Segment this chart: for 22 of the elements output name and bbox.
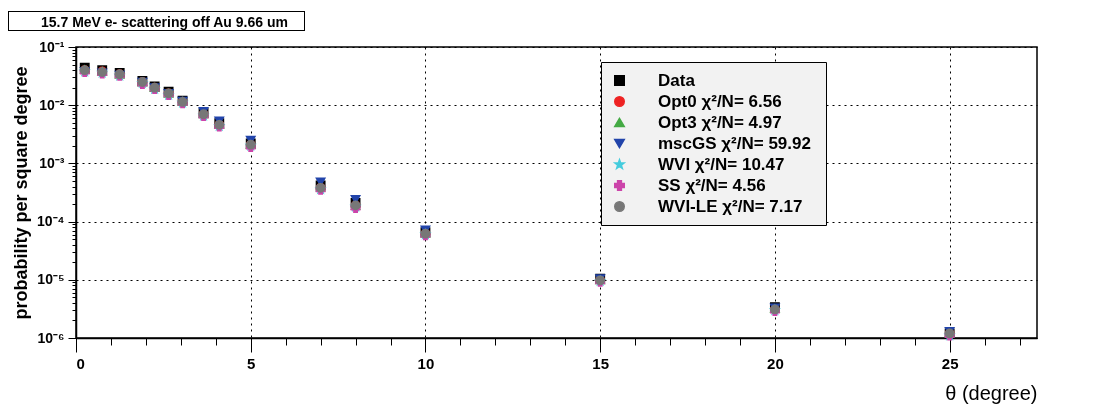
x-tick-label: 20 xyxy=(767,354,784,372)
y-tick-label: 10⁻⁶ xyxy=(37,329,65,346)
x-tick-label: 25 xyxy=(941,354,959,372)
y-tick-label: 10⁻² xyxy=(39,96,65,113)
y-tick-label: 10⁻⁵ xyxy=(37,271,65,288)
legend-label: WVI χ²/N= 10.47 xyxy=(658,154,785,174)
legend-label: Opt3 χ²/N= 4.97 xyxy=(658,112,782,132)
y-axis-title: probability per square degree xyxy=(11,66,31,320)
legend-label: WVI-LE χ²/N= 7.17 xyxy=(658,196,803,216)
x-tick-label: 0 xyxy=(76,354,85,372)
y-tick-label: 10⁻¹ xyxy=(39,38,65,55)
y-tick-label: 10⁻⁴ xyxy=(37,213,65,230)
chart-title: 15.7 MeV e- scattering off Au 9.66 um xyxy=(8,11,305,31)
legend-label: SS χ²/N= 4.56 xyxy=(658,175,766,195)
x-tick-label: 10 xyxy=(417,354,435,372)
legend-label: mscGS χ²/N= 59.92 xyxy=(658,133,811,153)
x-axis-title: θ (degree) xyxy=(945,381,1038,404)
legend-label: Opt0 χ²/N= 6.56 xyxy=(658,91,782,111)
x-tick-label: 15 xyxy=(592,354,610,372)
x-tick-label: 5 xyxy=(247,354,256,372)
legend-label: Data xyxy=(658,70,696,90)
y-tick-label: 10⁻³ xyxy=(39,154,65,171)
